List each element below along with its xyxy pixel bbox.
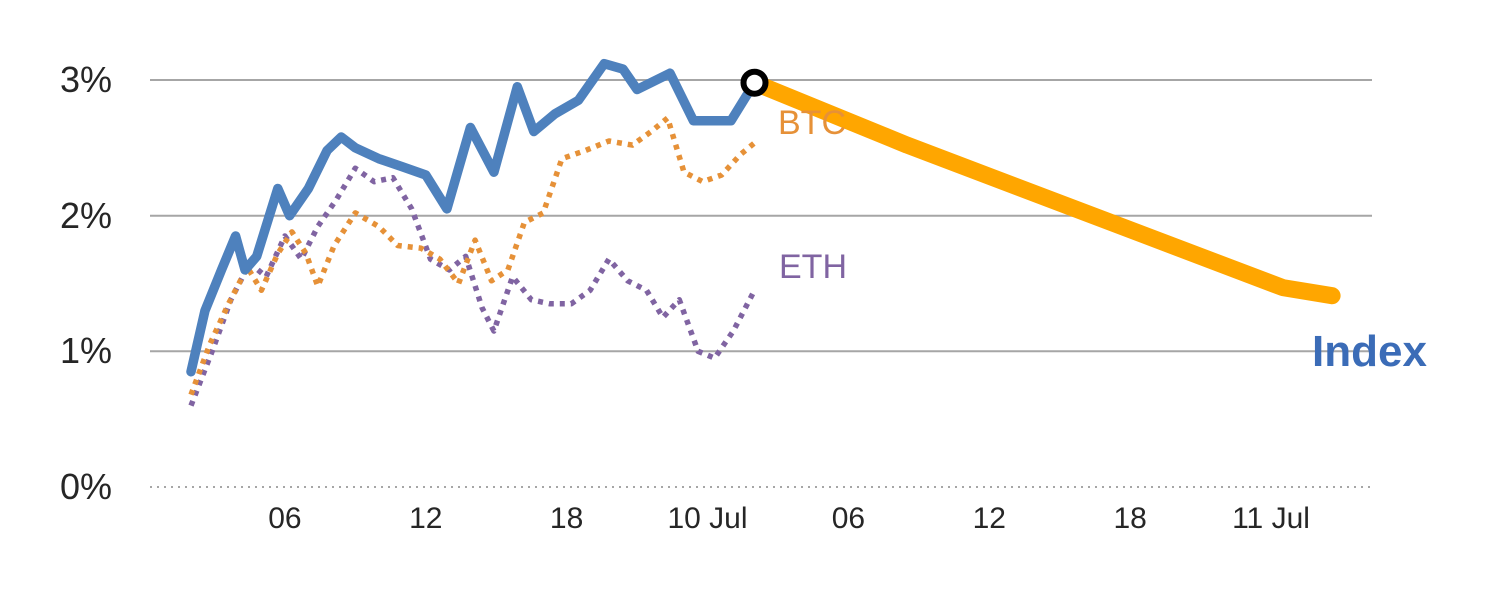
forecast-start-marker [740,68,769,97]
series-label-btc: BTC [778,104,846,142]
y-axis-tick-label: 1% [59,330,112,372]
series-label-index: Index [1312,327,1427,376]
x-axis-tick-label: 06 [268,502,302,535]
series-line-index [186,58,760,377]
series-label-eth: ETH [779,248,847,286]
x-axis-tick-label: 18 [549,502,584,535]
series-line-eth [188,165,757,407]
series-line-forecast [746,74,1341,305]
y-axis-tick-label: 3% [59,59,112,100]
x-axis-tick-label: 06 [831,502,866,535]
x-axis-tick-label: 12 [409,502,443,535]
x-axis-tick-label: 10 Jul [667,502,748,535]
x-axis-tick-label: 12 [972,502,1006,535]
x-axis-tick-label: 11 Jul [1232,502,1310,535]
y-axis-tick-label: 2% [59,194,112,236]
x-axis-tick-label: 18 [1113,502,1147,535]
y-axis-tick-label: 0% [59,466,112,507]
series-line-btc [188,115,759,396]
